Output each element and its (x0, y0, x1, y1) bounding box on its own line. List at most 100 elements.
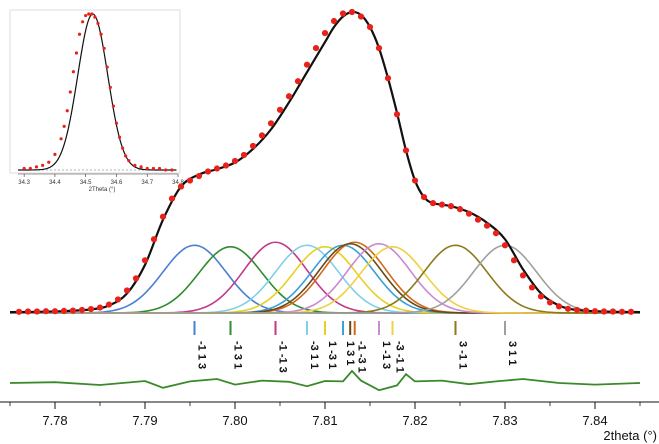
observed-point (627, 308, 635, 315)
observed-point (159, 213, 167, 220)
inset-observed-point (34, 165, 39, 169)
observed-point (114, 296, 122, 303)
reflection-label-3: -3 1 1 (308, 341, 320, 369)
inset-observed-point (124, 154, 128, 158)
inset-observed-point (151, 166, 155, 171)
reflection-label-9: -3 -1 1 (394, 341, 406, 373)
x-axis: 7.78 7.79 7.80 7.81 7.82 7.83 7.84 (9, 402, 641, 428)
inset-observed-point (84, 13, 88, 18)
observed-point (348, 8, 356, 16)
observed-point (213, 165, 221, 172)
observed-point (537, 293, 545, 300)
component-peak-7 (10, 242, 640, 314)
component-peak-11 (10, 244, 640, 314)
x-tick-label: 7.84 (582, 413, 607, 428)
observed-point (411, 177, 419, 184)
observed-point (105, 301, 113, 308)
observed-point (492, 230, 500, 237)
inset-observed-point (127, 159, 131, 163)
observed-point (456, 206, 464, 213)
observed-point (60, 307, 68, 314)
component-peak-1 (10, 245, 640, 314)
observed-point (285, 93, 293, 100)
observed-point (168, 195, 176, 202)
reflection-label-0: -1 1 3 (196, 341, 208, 369)
inset-observed-point (68, 90, 72, 94)
inset-x-axis-label: 2Theta (°) (89, 187, 116, 193)
observed-point (465, 210, 473, 217)
inset-observed-point (108, 85, 112, 89)
inset-x-tick-label: 34.5 (80, 180, 92, 186)
inset-observed-point (133, 163, 137, 167)
observed-point (150, 236, 158, 243)
component-peaks (10, 241, 640, 314)
inset-observed-point (41, 163, 45, 167)
inset-observed-point (77, 32, 82, 36)
inset-observed-point (170, 168, 174, 172)
inset-observed-point (74, 51, 79, 55)
inset-observed-point (96, 21, 100, 25)
observed-point (69, 307, 77, 314)
inset-observed-point (114, 121, 119, 125)
observed-point (87, 305, 95, 313)
reflection-label-1: -1 3 1 (232, 341, 244, 369)
observed-point (339, 10, 347, 17)
observed-point (519, 272, 527, 279)
inset-observed-point (121, 146, 125, 150)
observed-point (591, 308, 599, 315)
observed-point (177, 183, 185, 190)
inset-observed-point (117, 135, 122, 139)
observed-point (132, 275, 140, 282)
inset-observed-point (87, 12, 91, 16)
observed-point (501, 242, 509, 249)
observed-point (123, 287, 131, 294)
observed-point (420, 194, 428, 201)
inset-observed-point (93, 15, 97, 19)
component-peak-9 (10, 245, 640, 314)
inset-x-tick-label: 34.7 (141, 180, 153, 186)
x-tick-label: 7.81 (312, 413, 337, 428)
component-peak-2 (10, 241, 640, 314)
inset-calculated-line (18, 13, 177, 171)
inset-x-tick-label: 34.6 (111, 180, 123, 186)
inset-observed-point (139, 165, 143, 169)
inset-observed-point (111, 104, 115, 108)
observed-point (357, 13, 365, 20)
reflection-label-2: -1 -1 3 (277, 341, 289, 373)
observed-point (78, 306, 86, 314)
observed-point (276, 106, 284, 113)
observed-point (294, 78, 302, 85)
observed-point (249, 142, 257, 150)
observed-point (438, 201, 446, 208)
observed-point (42, 308, 50, 315)
component-peak-4 (10, 245, 640, 314)
component-peak-8 (10, 242, 640, 314)
observed-point (141, 257, 149, 264)
observed-points (15, 8, 635, 315)
observed-point (402, 147, 410, 154)
observed-point (204, 168, 212, 175)
observed-point (483, 222, 491, 229)
inset-observed-point (145, 166, 149, 171)
observed-point (366, 23, 374, 31)
observed-point (546, 299, 554, 306)
inset-observed-point (71, 70, 75, 74)
difference-curve (9, 369, 641, 392)
inset-observed-point (28, 166, 32, 171)
reflection-label-10: 3 -1 1 (457, 341, 469, 369)
observed-point (24, 308, 32, 315)
observed-point (51, 308, 59, 315)
observed-point (195, 172, 203, 180)
observed-point (474, 216, 482, 223)
reflection-label-11: 3 1 1 (506, 341, 518, 365)
inset-observed-point (99, 32, 103, 36)
observed-point (582, 307, 590, 314)
reflection-label-8: 1 -1 3 (380, 341, 392, 369)
x-tick-label: 7.82 (402, 413, 427, 428)
observed-point (96, 304, 104, 311)
observed-point (231, 157, 239, 165)
inset-observed-point (59, 137, 63, 141)
inset-observed-point (105, 65, 109, 69)
inset-plot: 34.3 34.4 34.5 34.6 34.7 34.8 2Theta (°) (18, 12, 184, 193)
inset-frame (9, 9, 181, 174)
